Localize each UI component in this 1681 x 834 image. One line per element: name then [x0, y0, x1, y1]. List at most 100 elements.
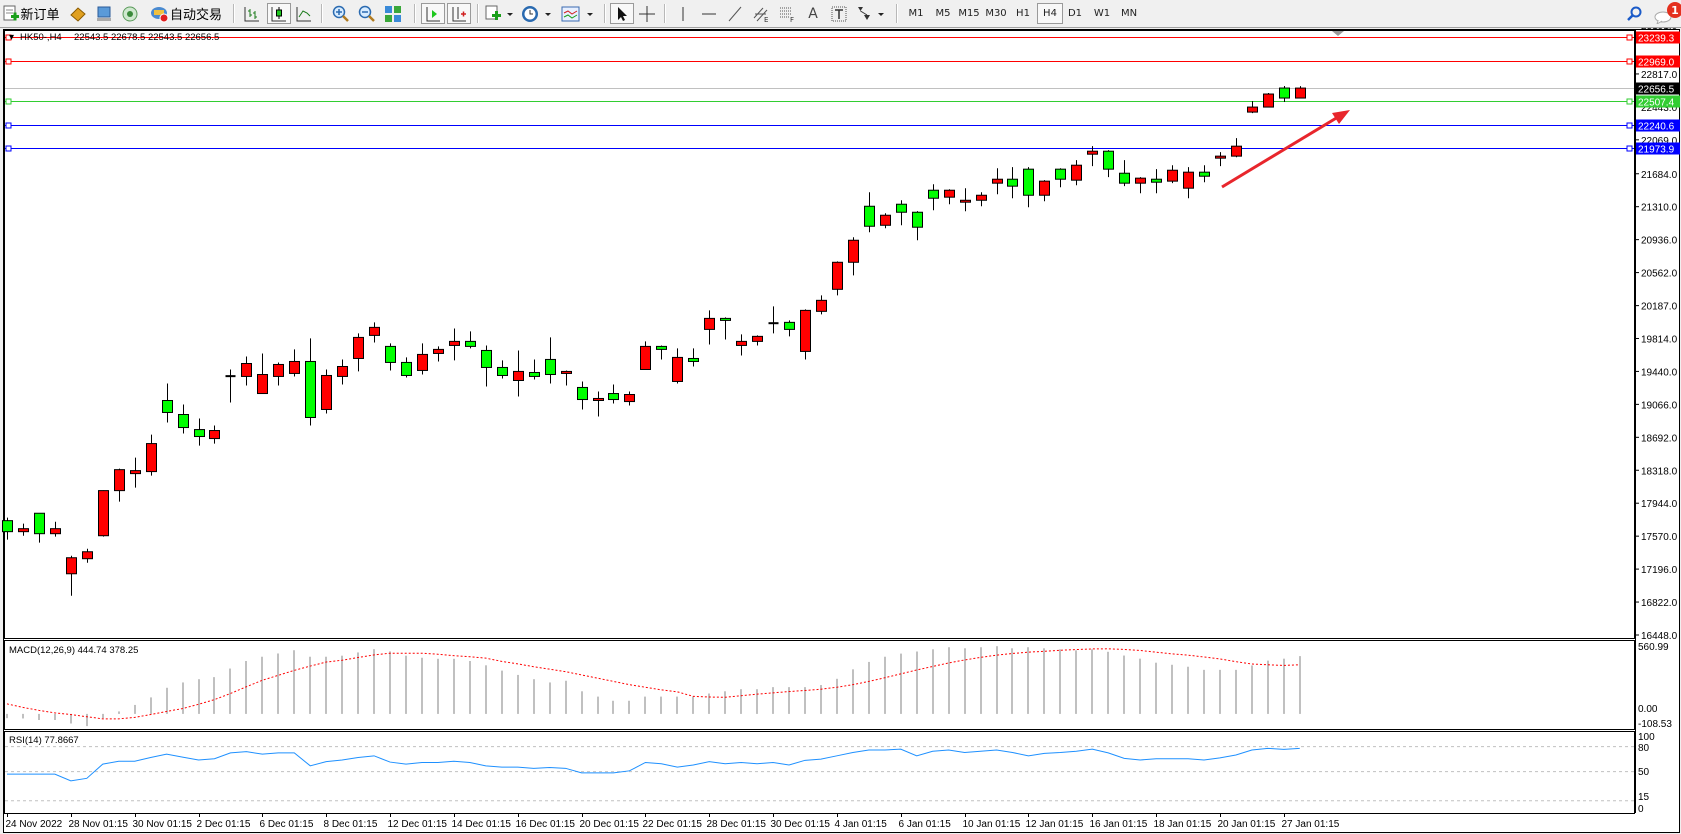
templates-button[interactable]: [560, 3, 596, 24]
line-handle-icon[interactable]: [1626, 98, 1633, 105]
macd-histogram-bar: [932, 649, 934, 714]
signals-button[interactable]: [120, 3, 140, 24]
trend-arrow[interactable]: [1221, 110, 1350, 189]
rsi-axis-label: 0: [1638, 804, 1644, 815]
bar-chart-button[interactable]: [241, 3, 263, 24]
toolbar-separator: [414, 4, 416, 23]
rsi-line: [7, 747, 1300, 782]
candle: [273, 362, 284, 386]
line-handle-icon[interactable]: [5, 34, 12, 41]
crosshair-button[interactable]: [636, 3, 658, 24]
vertical-line-button[interactable]: [672, 3, 694, 24]
indicators-button[interactable]: [484, 3, 516, 24]
candle: [529, 359, 540, 380]
candle-body: [1295, 87, 1306, 99]
fibonacci-button[interactable]: F: [776, 3, 798, 24]
candle-body: [1007, 178, 1018, 187]
trendline-button[interactable]: [724, 3, 746, 24]
candle: [896, 200, 907, 226]
timeframe-mn-button[interactable]: MN: [1120, 8, 1138, 19]
macd-axis-label: 0.00: [1638, 704, 1658, 715]
line-chart-button[interactable]: [293, 3, 315, 24]
chart-shift-icon: [426, 6, 440, 21]
candle: [114, 468, 125, 502]
new-order-button[interactable]: 新订单: [2, 3, 60, 24]
macd-histogram-bar: [437, 658, 439, 714]
timeframe-h4-button[interactable]: H4: [1037, 3, 1063, 24]
line-chart-icon: [296, 6, 311, 21]
line-handle-icon[interactable]: [5, 98, 12, 105]
zoom-in-button[interactable]: [330, 3, 352, 24]
line-handle-icon[interactable]: [1626, 145, 1633, 152]
candle: [800, 309, 811, 360]
macd-histogram-bar: [1123, 655, 1125, 714]
horizontal-line-button[interactable]: [698, 3, 720, 24]
candle-body: [1135, 177, 1146, 184]
timeframe-d1-button[interactable]: D1: [1067, 8, 1083, 19]
timeframe-w1-button[interactable]: W1: [1093, 8, 1111, 19]
chart-shift-marker-icon[interactable]: [1332, 31, 1344, 36]
candle-body: [82, 551, 93, 560]
market-watch-button[interactable]: [94, 3, 114, 24]
candle-body: [688, 357, 699, 362]
candle-body: [784, 321, 795, 330]
macd-histogram-bar: [1075, 650, 1077, 714]
timeframe-m30-button[interactable]: M30: [985, 8, 1007, 19]
search-icon: [1627, 6, 1642, 21]
macd-histogram-bar: [229, 668, 231, 714]
macd-histogram-bar: [469, 661, 471, 714]
candle: [50, 521, 61, 537]
line-handle-icon[interactable]: [5, 58, 12, 65]
candle-body: [864, 205, 875, 227]
timeframe-m15-button[interactable]: M15: [958, 8, 980, 19]
main-price-panel[interactable]: [4, 30, 1635, 639]
arrows-button[interactable]: [854, 3, 888, 24]
rsi-panel[interactable]: [4, 731, 1635, 814]
timeframe-h1-button[interactable]: H1: [1016, 8, 1030, 19]
line-handle-icon[interactable]: [1626, 34, 1633, 41]
line-handle-icon[interactable]: [1626, 58, 1633, 65]
macd-histogram-bar: [134, 704, 136, 714]
candle-body: [704, 317, 715, 330]
line-handle-icon[interactable]: [1626, 122, 1633, 129]
macd-histogram-bar: [852, 669, 854, 714]
line-handle-icon[interactable]: [5, 145, 12, 152]
candle: [1279, 86, 1290, 103]
chart-shift-button[interactable]: [421, 3, 445, 24]
macd-histogram-bar: [198, 679, 200, 714]
time-axis-label: 20 Dec 01:15: [580, 819, 640, 830]
candle: [465, 331, 476, 349]
candle-body: [1199, 171, 1210, 177]
autoscroll-button[interactable]: [447, 3, 471, 24]
tile-windows-button[interactable]: [382, 3, 404, 24]
candle-body: [98, 490, 109, 537]
rsi-axis-label: 80: [1638, 743, 1650, 754]
auto-trading-button[interactable]: 自动交易: [145, 3, 227, 24]
periods-button[interactable]: [520, 3, 554, 24]
candlestick-button[interactable]: [267, 3, 291, 24]
line-handle-icon[interactable]: [5, 122, 12, 129]
tile-windows-icon: [385, 5, 401, 22]
candle-body: [321, 374, 332, 410]
macd-panel[interactable]: [4, 640, 1635, 730]
timeframe-m1-button[interactable]: M1: [908, 8, 924, 19]
candle: [209, 425, 220, 444]
chart-header-menu-icon[interactable]: ▾: [9, 32, 14, 43]
macd-histogram-bar: [1139, 658, 1141, 714]
time-axis-label: 20 Jan 01:15: [1218, 819, 1276, 830]
macd-histogram-bar: [1171, 664, 1173, 714]
search-button[interactable]: [1624, 3, 1644, 24]
macd-histogram-bar: [373, 649, 375, 714]
candle: [257, 353, 268, 395]
timeframe-m5-button[interactable]: M5: [935, 8, 951, 19]
candle: [1071, 160, 1082, 186]
expert-button[interactable]: [68, 3, 88, 24]
text-label-button[interactable]: [828, 3, 850, 24]
candle-body: [1103, 150, 1114, 170]
text-button[interactable]: A: [802, 3, 824, 24]
zoom-out-button[interactable]: [356, 3, 378, 24]
cursor-button[interactable]: [610, 3, 634, 24]
candle-body: [1231, 145, 1242, 157]
equidistant-channel-button[interactable]: E: [750, 3, 772, 24]
